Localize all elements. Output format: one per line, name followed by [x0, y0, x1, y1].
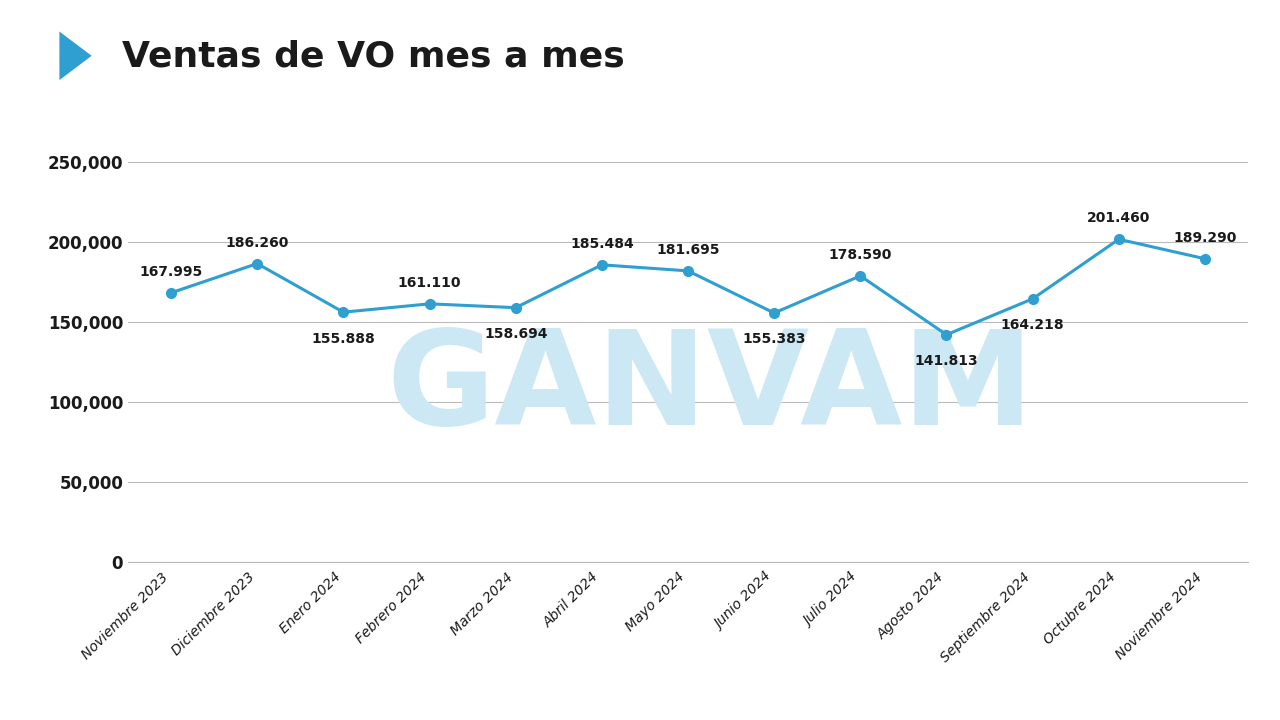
Text: GANVAM: GANVAM — [387, 325, 1034, 452]
Text: 201.460: 201.460 — [1087, 212, 1151, 225]
Text: 167.995: 167.995 — [140, 265, 202, 279]
Text: 155.888: 155.888 — [311, 332, 375, 346]
Text: 164.218: 164.218 — [1001, 318, 1065, 333]
Text: 178.590: 178.590 — [828, 248, 892, 262]
Text: 141.813: 141.813 — [915, 354, 978, 368]
Polygon shape — [59, 32, 92, 80]
Text: 181.695: 181.695 — [657, 243, 719, 257]
Text: 186.260: 186.260 — [225, 235, 289, 250]
Text: 185.484: 185.484 — [570, 237, 634, 251]
Text: 161.110: 161.110 — [398, 276, 461, 290]
Text: 189.290: 189.290 — [1174, 231, 1236, 245]
Text: 158.694: 158.694 — [484, 327, 548, 341]
Text: 155.383: 155.383 — [742, 333, 806, 346]
Text: Ventas de VO mes a mes: Ventas de VO mes a mes — [122, 39, 625, 73]
